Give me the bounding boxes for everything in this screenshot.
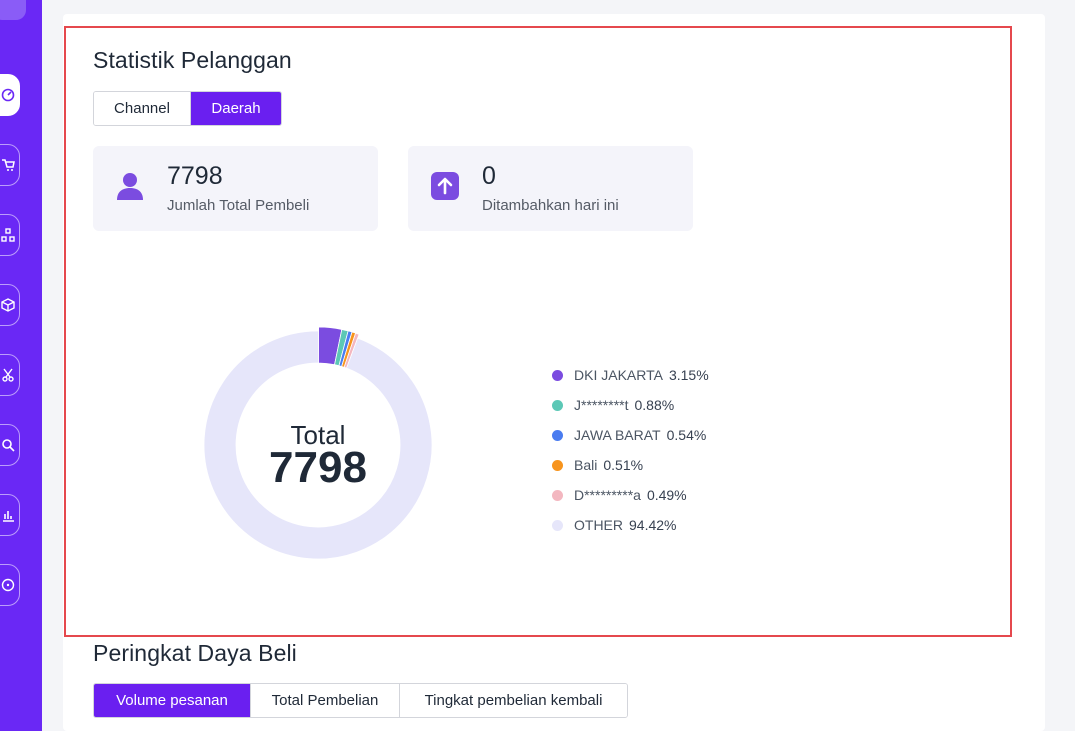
legend-label: OTHER <box>574 517 623 533</box>
legend-dot <box>552 399 563 411</box>
legend-percent: 0.49% <box>646 487 687 503</box>
legend-dot <box>552 429 563 441</box>
legend-dot <box>552 369 563 381</box>
scissors-icon <box>2 368 14 382</box>
tab-volume-pesanan[interactable]: Volume pesanan <box>94 684 251 717</box>
cart-icon <box>2 159 15 171</box>
total-buyers-value: 7798 <box>167 162 223 190</box>
legend-percent: 0.51% <box>603 457 644 473</box>
box-icon <box>1 298 15 312</box>
donut-center-value: 7798 <box>269 443 367 492</box>
region-donut-chart: Total 7798 <box>200 326 436 563</box>
sidebar-item-more[interactable] <box>0 564 20 606</box>
sitemap-icon <box>1 228 15 242</box>
sidebar-item-products[interactable] <box>0 284 20 326</box>
sidebar-item-search[interactable] <box>0 424 20 466</box>
added-today-value: 0 <box>482 162 496 190</box>
customer-stats-title: Statistik Pelanggan <box>93 47 292 73</box>
tab-channel[interactable]: Channel <box>94 92 191 125</box>
legend-dot <box>552 519 563 531</box>
added-today-card: 0 Ditambahkan hari ini <box>408 146 693 231</box>
donut-slice-other[interactable] <box>203 330 433 560</box>
legend-percent: 94.42% <box>629 517 677 533</box>
sidebar-item-structure[interactable] <box>0 214 20 256</box>
sidebar-item-dashboard[interactable] <box>0 74 20 116</box>
tab-total-pembelian[interactable]: Total Pembelian <box>251 684 400 717</box>
donut-svg <box>203 326 433 560</box>
legend-label: Bali <box>574 457 598 473</box>
legend-item[interactable]: JAWA BARAT 0.54% <box>552 420 709 450</box>
sidebar-item-tools[interactable] <box>0 354 20 396</box>
purchasing-rank-toggle: Volume pesanan Total Pembelian Tingkat p… <box>93 683 628 718</box>
total-buyers-card: 7798 Jumlah Total Pembeli <box>93 146 378 231</box>
legend-item[interactable]: Bali 0.51% <box>552 450 709 480</box>
total-buyers-label: Jumlah Total Pembeli <box>167 197 310 214</box>
sidebar-logo[interactable] <box>0 0 26 20</box>
legend-percent: 0.54% <box>666 427 707 443</box>
legend-label: D*********a <box>574 487 641 503</box>
chart-legend: DKI JAKARTA 3.15% J********t 0.88% JAWA BARA… <box>552 360 709 540</box>
dashboard-icon <box>1 88 15 102</box>
donut-center-label: Total <box>290 420 346 450</box>
bar-chart-icon <box>3 511 14 522</box>
legend-dot <box>552 489 563 501</box>
legend-label: DKI JAKARTA <box>574 367 663 383</box>
more-icon <box>1 578 15 592</box>
search-icon <box>2 439 15 452</box>
purchasing-rank-title: Peringkat Daya Beli <box>93 640 297 666</box>
added-today-label: Ditambahkan hari ini <box>482 197 619 214</box>
legend-item[interactable]: D*********a 0.49% <box>552 480 709 510</box>
legend-item[interactable]: J********t 0.88% <box>552 390 709 420</box>
legend-item[interactable]: DKI JAKARTA 3.15% <box>552 360 709 390</box>
user-icon <box>115 170 145 202</box>
sidebar <box>0 0 42 731</box>
sidebar-item-cart[interactable] <box>0 144 20 186</box>
legend-percent: 0.88% <box>634 397 675 413</box>
legend-dot <box>552 459 563 471</box>
tab-daerah[interactable]: Daerah <box>191 92 281 125</box>
legend-item[interactable]: OTHER 94.42% <box>552 510 709 540</box>
region-channel-toggle: Channel Daerah <box>93 91 282 126</box>
sidebar-item-analytics[interactable] <box>0 494 20 536</box>
arrow-up-icon <box>430 170 460 202</box>
legend-label: J********t <box>574 397 629 413</box>
legend-percent: 3.15% <box>668 367 709 383</box>
tab-tingkat-pembelian-kembali[interactable]: Tingkat pembelian kembali <box>400 684 627 717</box>
legend-label: JAWA BARAT <box>574 427 661 443</box>
